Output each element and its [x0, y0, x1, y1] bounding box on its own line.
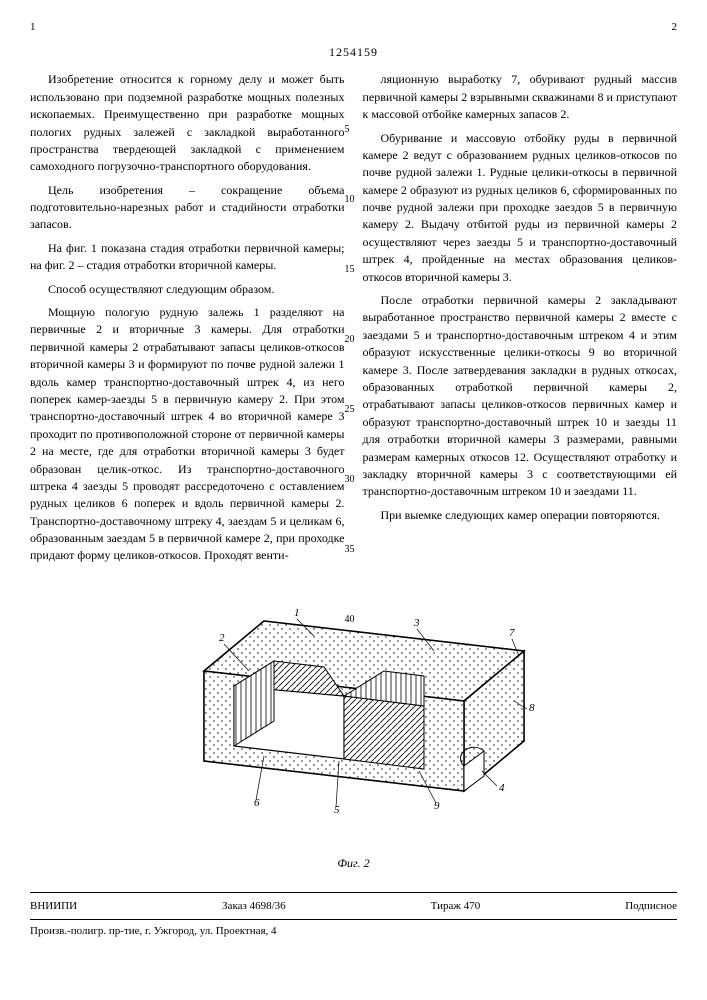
figure-svg: 2 1 3 7 8 4 9 5 6	[164, 591, 544, 851]
para: Обуривание и массовую отбойку руды в пер…	[363, 130, 678, 287]
column-left: Изобретение относится к горному делу и м…	[30, 71, 345, 571]
text-columns: Изобретение относится к горному делу и м…	[30, 71, 677, 571]
svg-text:8: 8	[529, 702, 535, 714]
line-num: 35	[345, 543, 355, 558]
svg-text:1: 1	[294, 607, 300, 619]
para: Цель изобретения – сокращение объема под…	[30, 182, 345, 234]
footer-sign: Подписное	[625, 899, 677, 915]
line-num: 30	[345, 473, 355, 488]
footer: ВНИИПИ Заказ 4698/36 Тираж 470 Подписное…	[30, 892, 677, 940]
para: Способ осуществляют следующим образом.	[30, 281, 345, 298]
page-num-right: 2	[672, 20, 678, 36]
line-num: 10	[345, 193, 355, 208]
line-num: 25	[345, 403, 355, 418]
svg-text:5: 5	[334, 804, 340, 816]
svg-text:6: 6	[254, 797, 260, 809]
footer-order: Заказ 4698/36	[222, 899, 286, 915]
svg-text:9: 9	[434, 800, 440, 812]
svg-text:2: 2	[219, 632, 225, 644]
para: После отработки первичной камеры 2 закла…	[363, 292, 678, 501]
column-right: ляционную выработку 7, обуривают рудный …	[363, 71, 678, 524]
para: Изобретение относится к горному делу и м…	[30, 71, 345, 175]
line-num: 20	[345, 333, 355, 348]
footer-divider	[30, 919, 677, 920]
footer-tirazh: Тираж 470	[431, 899, 481, 915]
line-num: 15	[345, 263, 355, 278]
figure-caption: Фиг. 2	[30, 855, 677, 872]
para: Мощную пологую рудную залежь 1 разделяют…	[30, 304, 345, 565]
line-num: 40	[345, 613, 355, 628]
page-num-left: 1	[30, 20, 36, 36]
patent-number: 1254159	[30, 44, 677, 61]
svg-text:7: 7	[509, 627, 515, 639]
footer-addr: Произв.-полигр. пр-тие, г. Ужгород, ул. …	[30, 924, 677, 940]
line-num: 5	[345, 123, 350, 138]
para: При выемке следующих камер операции повт…	[363, 507, 678, 524]
svg-text:4: 4	[499, 782, 505, 794]
svg-text:3: 3	[413, 617, 420, 629]
footer-line1: ВНИИПИ Заказ 4698/36 Тираж 470 Подписное	[30, 899, 677, 915]
column-right-wrap: 5 10 15 20 25 30 35 40 ляционную выработ…	[363, 71, 678, 571]
page-header: 1 2	[30, 20, 677, 36]
para: ляционную выработку 7, обуривают рудный …	[363, 71, 678, 123]
footer-org: ВНИИПИ	[30, 899, 77, 915]
para: На фиг. 1 показана стадия отработки перв…	[30, 240, 345, 275]
figure-2: 2 1 3 7 8 4 9 5 6 Фиг. 2	[30, 591, 677, 872]
